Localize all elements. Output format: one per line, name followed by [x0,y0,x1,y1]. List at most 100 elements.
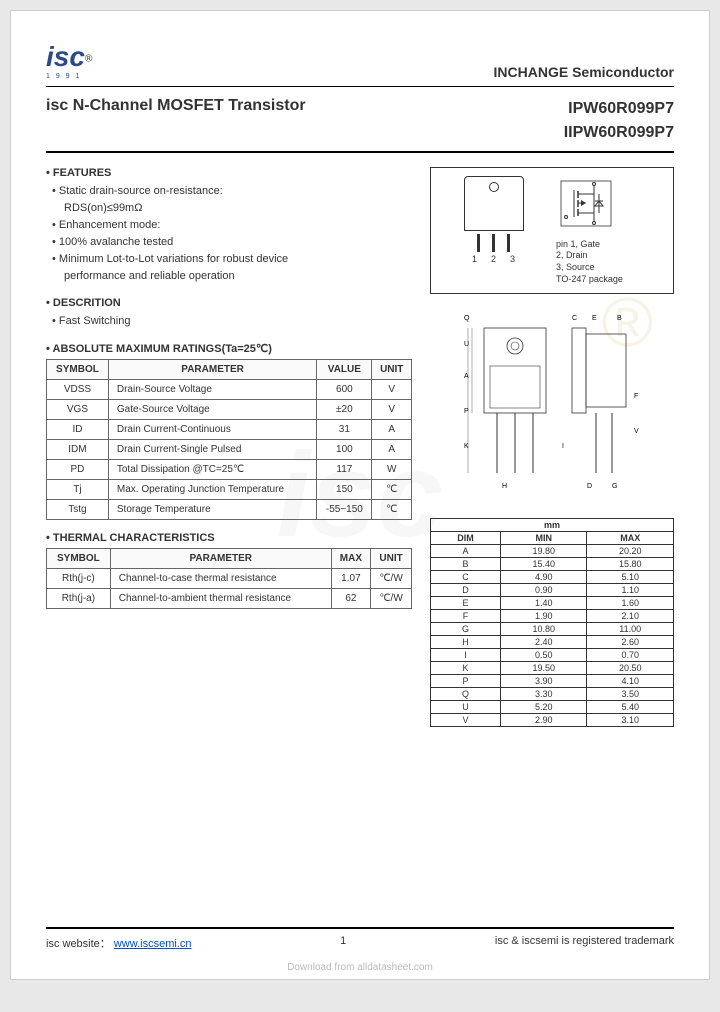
max-cell: 11.00 [587,623,674,636]
unit-cell: ℃/W [371,589,412,609]
value-cell: ±20 [317,400,372,420]
table-row: G10.8011.00 [431,623,674,636]
abs-max-heading: • ABSOLUTE MAXIMUM RATINGS(Ta=25℃) [46,342,412,355]
param-cell: Gate-Source Voltage [108,400,316,420]
col-header: PARAMETER [108,360,316,380]
page-number: 1 [340,935,346,951]
unit-cell: ℃/W [371,569,412,589]
table-row: V2.903.10 [431,714,674,727]
dimension-drawing-icon: Q U A P K H C E B F V D G I [434,308,670,508]
package-name: TO-247 package [556,274,665,286]
min-cell: 2.90 [500,714,587,727]
col-header: PARAMETER [110,549,331,569]
value-cell: 150 [317,480,372,500]
table-row: TjMax. Operating Junction Temperature150… [47,480,412,500]
svg-text:U: U [464,341,469,348]
product-title: isc N-Channel MOSFET Transistor [46,97,306,115]
logo-text: isc [46,41,85,72]
value-cell: 1.07 [331,569,370,589]
dim-cell: B [431,558,501,571]
logo: isc® 1 9 9 1 [46,41,92,80]
svg-text:D: D [587,483,592,490]
max-cell: 1.60 [587,597,674,610]
table-row: Rth(j-a)Channel-to-ambient thermal resis… [47,589,412,609]
table-row: D0.901.10 [431,584,674,597]
min-cell: 5.20 [500,701,587,714]
svg-text:E: E [592,315,597,322]
symbol-cell: IDM [47,440,109,460]
max-cell: 20.50 [587,662,674,675]
unit-cell: ℃ [372,480,412,500]
max-cell: 20.20 [587,545,674,558]
website-link[interactable]: www.iscsemi.cn [114,938,192,950]
dim-cell: U [431,701,501,714]
min-cell: 10.80 [500,623,587,636]
param-cell: Storage Temperature [108,500,316,520]
max-cell: 2.10 [587,610,674,623]
col-header: MIN [500,532,587,545]
col-header: MAX [587,532,674,545]
max-cell: 4.10 [587,675,674,688]
description-item: • Fast Switching [46,313,412,330]
min-cell: 0.90 [500,584,587,597]
param-cell: Channel-to-case thermal resistance [110,569,331,589]
dim-cell: E [431,597,501,610]
feature-item: • Static drain-source on-resistance: [46,183,412,200]
symbol-cell: Tj [47,480,109,500]
col-header: UNIT [371,549,412,569]
table-row: Q3.303.50 [431,688,674,701]
param-cell: Channel-to-ambient thermal resistance [110,589,331,609]
table-row: B15.4015.80 [431,558,674,571]
col-header: MAX [331,549,370,569]
min-cell: 3.90 [500,675,587,688]
svg-text:K: K [464,443,469,450]
dim-cell: K [431,662,501,675]
footer: isc website： www.iscsemi.cn 1 isc & iscs… [46,927,674,951]
header-company: INCHANGE Semiconductor [494,64,674,80]
part-number-1: IPW60R099P7 [564,97,674,121]
table-row: IDDrain Current-Continuous31A [47,420,412,440]
description-section: • DESCRITION • Fast Switching [46,297,412,330]
table-row: Rth(j-c)Channel-to-case thermal resistan… [47,569,412,589]
svg-text:B: B [617,315,622,322]
svg-text:V: V [634,428,639,435]
dim-cell: V [431,714,501,727]
table-row: F1.902.10 [431,610,674,623]
symbol-cell: VGS [47,400,109,420]
table-row: U5.205.40 [431,701,674,714]
min-cell: 2.40 [500,636,587,649]
symbol-cell: Rth(j-a) [47,589,111,609]
max-cell: 0.70 [587,649,674,662]
table-row: P3.904.10 [431,675,674,688]
dim-cell: I [431,649,501,662]
trademark-notice: isc & iscsemi is registered trademark [495,935,674,951]
max-cell: 3.50 [587,688,674,701]
param-cell: Drain-Source Voltage [108,380,316,400]
unit-cell: A [372,420,412,440]
value-cell: 100 [317,440,372,460]
pin-num: 1 [472,254,477,264]
logo-reg: ® [85,53,92,64]
symbol-cell: Rth(j-c) [47,569,111,589]
symbol-cell: PD [47,460,109,480]
table-row: H2.402.60 [431,636,674,649]
param-cell: Max. Operating Junction Temperature [108,480,316,500]
pin-list: pin 1, Gate 2, Drain 3, Source [556,239,665,274]
abs-max-table: SYMBOLPARAMETERVALUEUNIT VDSSDrain-Sourc… [46,359,412,520]
min-cell: 0.50 [500,649,587,662]
min-cell: 19.80 [500,545,587,558]
feature-item: • Enhancement mode: [46,217,412,234]
feature-item: RDS(on)≤99mΩ [46,200,412,217]
param-cell: Drain Current-Continuous [108,420,316,440]
part-number-2: IIPW60R099P7 [564,121,674,145]
min-cell: 15.40 [500,558,587,571]
max-cell: 1.10 [587,584,674,597]
value-cell: -55~150 [317,500,372,520]
col-header: SYMBOL [47,549,111,569]
col-header: DIM [431,532,501,545]
unit-cell: V [372,400,412,420]
pin-num: 2 [491,254,496,264]
min-cell: 4.90 [500,571,587,584]
max-cell: 5.10 [587,571,674,584]
dimension-table: mm DIMMINMAX A19.8020.20B15.4015.80C4.90… [430,518,674,727]
